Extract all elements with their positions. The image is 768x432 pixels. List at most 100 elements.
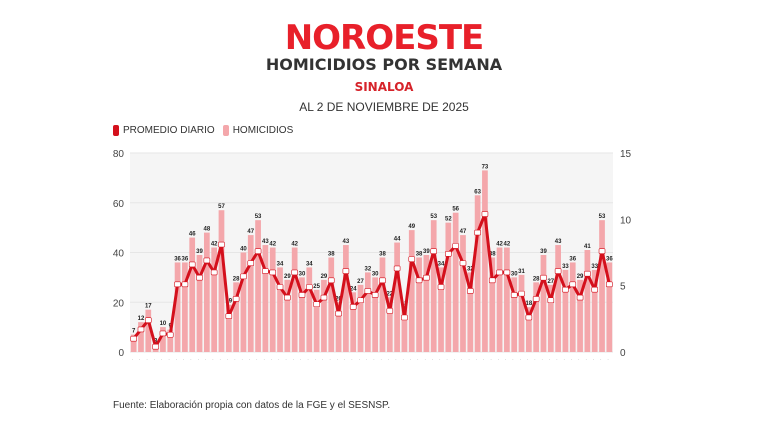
svg-text:32: 32	[364, 266, 371, 272]
svg-text:·: ·	[540, 357, 545, 362]
svg-text:·: ·	[167, 357, 172, 362]
svg-text:0: 0	[620, 348, 626, 359]
svg-text:·: ·	[379, 357, 384, 362]
svg-text:20: 20	[335, 296, 342, 302]
svg-text:42: 42	[211, 242, 218, 248]
svg-text:29: 29	[321, 274, 328, 280]
svg-text:·: ·	[364, 357, 369, 362]
svg-text:·: ·	[518, 357, 523, 362]
svg-text:·: ·	[481, 357, 486, 362]
svg-text:·: ·	[276, 357, 281, 362]
svg-text:·: ·	[269, 357, 274, 362]
svg-text:42: 42	[269, 242, 276, 248]
svg-text:·: ·	[320, 357, 325, 362]
svg-text:5: 5	[620, 282, 626, 293]
svg-text:·: ·	[218, 357, 223, 362]
svg-text:·: ·	[284, 357, 289, 362]
svg-text:80: 80	[113, 149, 125, 160]
svg-text:44: 44	[394, 237, 401, 243]
svg-text:3: 3	[154, 339, 158, 345]
svg-text:39: 39	[540, 249, 547, 255]
legend-line-label: PROMEDIO DIARIO	[123, 125, 215, 136]
svg-text:25: 25	[313, 284, 320, 290]
svg-text:15: 15	[620, 149, 632, 160]
svg-text:·: ·	[247, 357, 252, 362]
svg-text:36: 36	[174, 256, 181, 262]
chart-legend: PROMEDIO DIARIO HOMICIDIOS	[113, 125, 293, 136]
svg-text:·: ·	[306, 357, 311, 362]
svg-text:20: 20	[113, 298, 125, 309]
svg-text:·: ·	[145, 357, 150, 362]
svg-text:57: 57	[218, 204, 225, 210]
svg-text:·: ·	[606, 357, 611, 362]
svg-text:·: ·	[181, 357, 186, 362]
svg-text:12: 12	[138, 316, 145, 322]
svg-text:0: 0	[118, 348, 124, 359]
svg-text:49: 49	[408, 224, 415, 230]
svg-text:17: 17	[145, 304, 152, 310]
svg-text:·: ·	[328, 357, 333, 362]
svg-text:·: ·	[262, 357, 267, 362]
svg-text:53: 53	[430, 214, 437, 220]
svg-text:30: 30	[372, 271, 379, 277]
svg-text:46: 46	[189, 232, 196, 238]
svg-text:·: ·	[240, 357, 245, 362]
chart-title: HOMICIDIOS POR SEMANA	[265, 55, 503, 74]
svg-text:10: 10	[160, 321, 167, 327]
svg-text:·: ·	[591, 357, 596, 362]
svg-text:·: ·	[357, 357, 362, 362]
svg-text:48: 48	[203, 227, 210, 233]
svg-text:47: 47	[247, 229, 254, 235]
svg-text:·: ·	[510, 357, 515, 362]
svg-text:42: 42	[291, 242, 298, 248]
region-label: SINALOA	[354, 80, 414, 94]
svg-text:·: ·	[467, 357, 472, 362]
svg-text:42: 42	[504, 242, 511, 248]
svg-text:·: ·	[503, 357, 508, 362]
svg-text:·: ·	[474, 357, 479, 362]
svg-text:·: ·	[576, 357, 581, 362]
svg-text:·: ·	[210, 357, 215, 362]
svg-text:·: ·	[489, 357, 494, 362]
svg-text:34: 34	[438, 261, 445, 267]
svg-text:53: 53	[599, 214, 606, 220]
svg-text:40: 40	[113, 249, 125, 260]
svg-text:·: ·	[437, 357, 442, 362]
svg-text:·: ·	[225, 357, 230, 362]
svg-text:42: 42	[496, 242, 503, 248]
svg-text:33: 33	[591, 264, 598, 270]
svg-text:·: ·	[452, 357, 457, 362]
svg-text:·: ·	[232, 357, 237, 362]
svg-text:·: ·	[137, 357, 142, 362]
svg-text:30: 30	[511, 271, 518, 277]
svg-text:43: 43	[555, 239, 562, 245]
svg-text:·: ·	[584, 357, 589, 362]
svg-text:38: 38	[328, 251, 335, 257]
svg-text:24: 24	[350, 286, 357, 292]
svg-text:19: 19	[225, 299, 232, 305]
svg-text:36: 36	[182, 256, 189, 262]
svg-text:·: ·	[445, 357, 450, 362]
svg-text:38: 38	[379, 251, 386, 257]
svg-text:40: 40	[240, 247, 247, 253]
svg-text:39: 39	[196, 249, 203, 255]
svg-text:·: ·	[152, 357, 157, 362]
svg-text:·: ·	[371, 357, 376, 362]
svg-text:29: 29	[577, 274, 584, 280]
svg-text:33: 33	[562, 264, 569, 270]
svg-text:·: ·	[349, 357, 354, 362]
svg-text:27: 27	[547, 279, 554, 285]
svg-text:39: 39	[423, 249, 430, 255]
svg-text:·: ·	[430, 357, 435, 362]
svg-text:56: 56	[452, 207, 459, 213]
legend-bar-label: HOMICIDIOS	[232, 125, 294, 136]
svg-text:36: 36	[569, 256, 576, 262]
svg-text:28: 28	[533, 276, 540, 282]
svg-text:60: 60	[113, 199, 125, 210]
svg-text:47: 47	[460, 229, 467, 235]
svg-text:·: ·	[562, 357, 567, 362]
svg-text:·: ·	[401, 357, 406, 362]
svg-text:36: 36	[606, 256, 613, 262]
line-swatch-icon	[113, 125, 119, 136]
